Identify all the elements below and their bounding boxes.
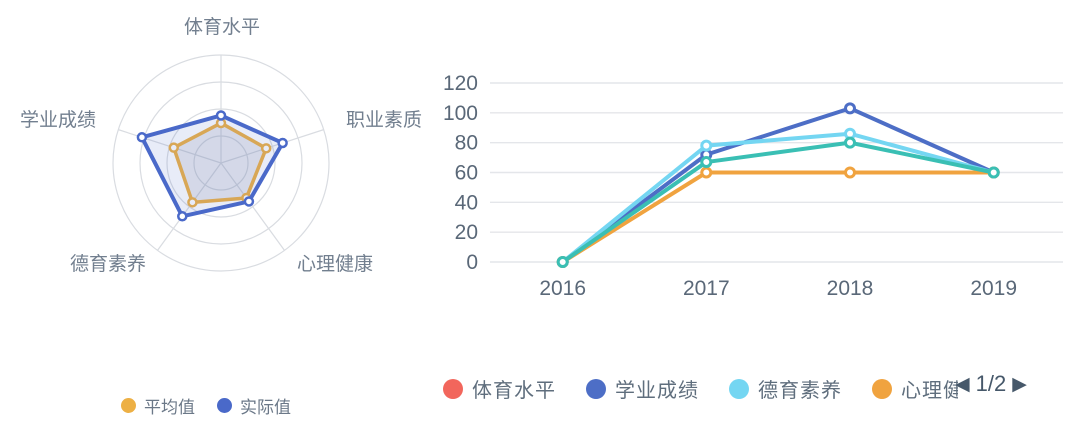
page-indicator: 1/2 xyxy=(975,371,1007,396)
prev-page-icon[interactable]: ◀ xyxy=(955,373,970,395)
x-axis-tick-label: 2018 xyxy=(827,277,874,300)
legend-item-xueyechengji[interactable]: 学业成绩 xyxy=(586,374,699,403)
y-axis-tick-label: 80 xyxy=(455,132,478,155)
legend-label: 体育水平 xyxy=(472,380,556,402)
x-axis-tick-label: 2017 xyxy=(683,277,730,300)
legend-item-pingjunzhi[interactable]: 平均值 xyxy=(121,393,195,418)
radar-axis-label: 体育水平 xyxy=(184,16,260,38)
y-axis-tick-label: 20 xyxy=(455,221,478,244)
y-axis-tick-label: 60 xyxy=(455,162,478,185)
radar-axis-label: 德育素养 xyxy=(70,253,146,275)
y-axis-tick-label: 120 xyxy=(443,72,478,95)
legend-item-tiyushuiping[interactable]: 体育水平 xyxy=(443,374,556,403)
legend-item-deyusuyang[interactable]: 德育素养 xyxy=(729,374,842,403)
next-page-icon[interactable]: ▶ xyxy=(1012,373,1027,395)
radar-axis-label: 学业成绩 xyxy=(20,109,96,131)
legend-pagination: ◀ 1/2 ▶ xyxy=(955,371,1027,397)
line-chart-legend: 体育水平 学业成绩 德育素养 心理健康 xyxy=(443,374,958,403)
radar-chart-legend: 平均值 实际值 xyxy=(121,393,291,418)
legend-label: 实际值 xyxy=(240,398,291,417)
y-axis-tick-label: 0 xyxy=(466,251,478,274)
legend-color-dot xyxy=(872,378,892,399)
legend-item-shijizhi[interactable]: 实际值 xyxy=(217,393,291,418)
legend-label: 学业成绩 xyxy=(615,380,699,402)
x-axis-tick-label: 2019 xyxy=(970,277,1017,300)
legend-label: 德育素养 xyxy=(758,380,842,402)
x-axis-tick-label: 2016 xyxy=(539,277,586,300)
legend-color-dot xyxy=(729,378,749,399)
legend-label: 心理健康 xyxy=(901,380,958,402)
legend-label: 平均值 xyxy=(144,398,195,417)
legend-color-dot xyxy=(586,378,606,399)
y-axis-tick-label: 40 xyxy=(455,191,478,214)
legend-color-dot xyxy=(121,398,136,413)
line-chart: 0 20 40 60 80 100 120 2016 2017 2018 2019 xyxy=(443,72,1063,300)
y-axis-tick-label: 100 xyxy=(443,102,478,125)
legend-item-xinlijiankang[interactable]: 心理健康 xyxy=(872,374,958,403)
radar-axis-label: 职业素质 xyxy=(346,109,422,131)
legend-color-dot xyxy=(443,378,463,399)
legend-color-dot xyxy=(217,398,232,413)
radar-axis-label: 心理健康 xyxy=(297,253,373,275)
